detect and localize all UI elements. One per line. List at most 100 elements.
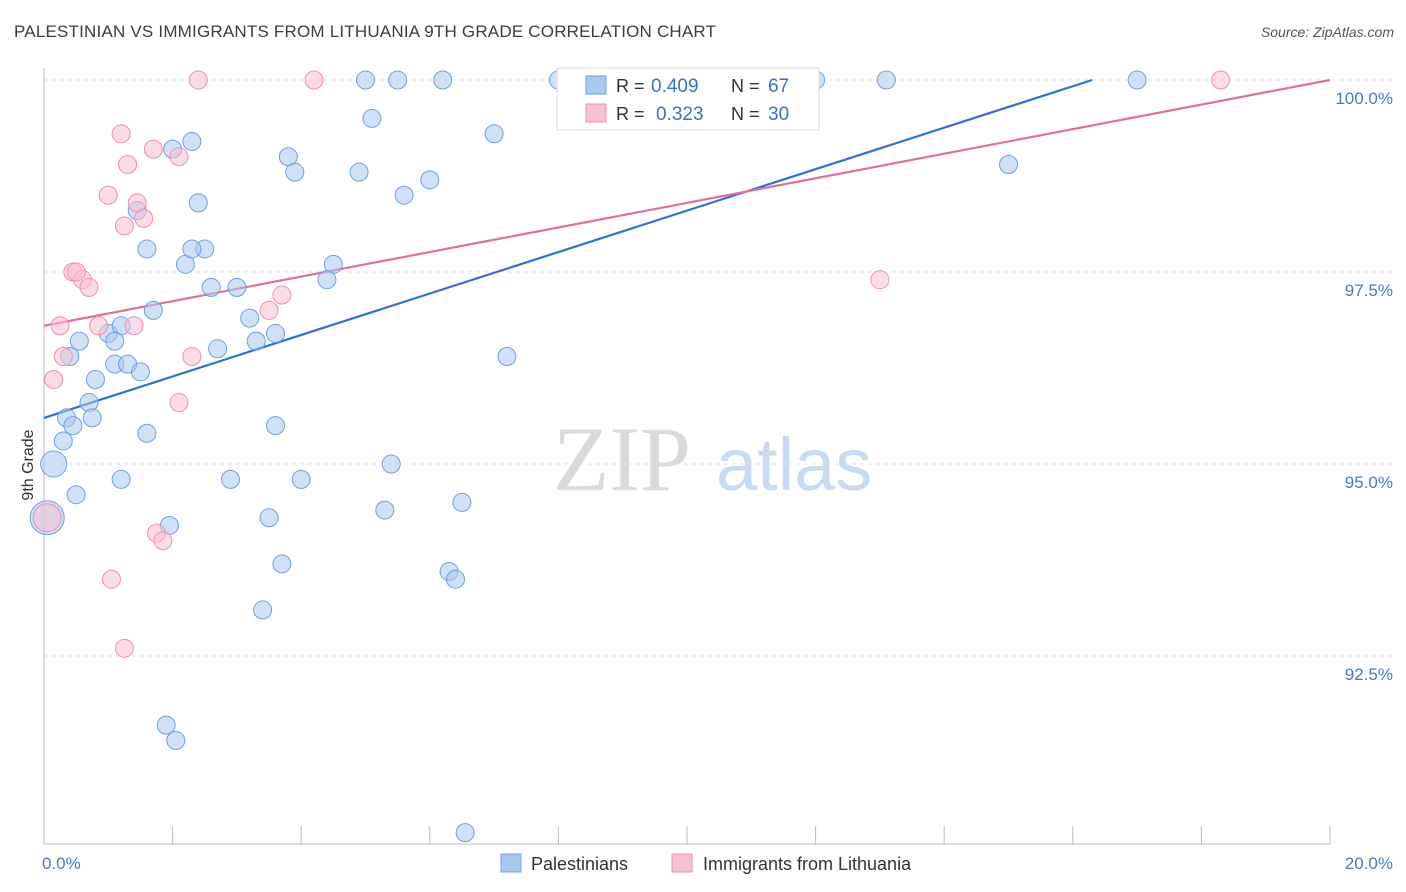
point-palestinians (356, 70, 375, 90)
point-lithuania (89, 316, 109, 336)
point-lithuania (1211, 70, 1231, 90)
x-tick-min: 0.0% (42, 854, 81, 873)
legend-r-label-1: R = (616, 76, 645, 96)
point-lithuania (111, 124, 131, 144)
bottom-legend-swatch-palestinians (500, 853, 522, 873)
point-palestinians (317, 270, 337, 290)
bottom-legend-palestinians: Palestinians (531, 854, 628, 874)
watermark-atlas: atlas (716, 423, 872, 506)
point-palestinians (66, 485, 86, 505)
point-lithuania (50, 316, 70, 336)
point-lithuania (188, 70, 208, 90)
top-legend: R = 0.409 N = 67 R = 0.323 N = 30 (556, 67, 820, 131)
point-lithuania (169, 393, 189, 413)
watermark-zip: ZIP (553, 408, 691, 510)
point-palestinians (201, 277, 221, 297)
point-palestinians (166, 730, 186, 750)
point-lithuania (870, 270, 890, 290)
point-lithuania (304, 70, 324, 90)
y-axis-label: 9th Grade (20, 429, 37, 500)
point-lithuania (118, 154, 138, 174)
point-palestinians (130, 362, 150, 382)
point-palestinians (433, 70, 453, 90)
point-lithuania (134, 208, 154, 228)
point-lithuania (182, 346, 202, 366)
legend-swatch-palestinians (585, 75, 607, 95)
point-lithuania (272, 285, 292, 305)
point-palestinians (381, 454, 401, 474)
point-palestinians (1127, 70, 1147, 90)
point-palestinians (82, 408, 102, 428)
point-lithuania (259, 300, 279, 320)
y-tick-label: 100.0% (1335, 89, 1393, 108)
point-palestinians (53, 431, 73, 451)
data-points (29, 70, 1231, 843)
legend-r-value-2: 0.323 (656, 104, 704, 125)
point-palestinians (349, 162, 369, 182)
point-palestinians (265, 323, 285, 343)
point-palestinians (259, 508, 279, 528)
point-palestinians (69, 331, 89, 351)
point-palestinians (452, 492, 472, 512)
point-palestinians (182, 131, 202, 151)
point-palestinians (253, 600, 273, 620)
point-palestinians (455, 823, 475, 843)
source-label: Source: ZipAtlas.com (1260, 24, 1394, 40)
x-tick-max: 20.0% (1345, 854, 1393, 873)
point-lithuania (79, 277, 99, 297)
point-palestinians (79, 393, 99, 413)
legend-n-value-1: 67 (768, 76, 789, 97)
point-palestinians (208, 339, 228, 359)
y-tick-label: 92.5% (1345, 665, 1393, 684)
legend-n-value-2: 30 (768, 104, 789, 125)
point-palestinians (999, 154, 1018, 174)
point-palestinians (265, 416, 285, 436)
point-lithuania (124, 316, 144, 336)
point-palestinians (285, 162, 305, 182)
point-palestinians (484, 124, 504, 144)
point-palestinians (111, 469, 131, 489)
point-palestinians (497, 346, 517, 366)
point-lithuania (32, 503, 62, 533)
point-palestinians (227, 277, 247, 297)
point-palestinians (40, 450, 68, 478)
point-palestinians (105, 331, 125, 351)
point-lithuania (153, 531, 173, 551)
legend-r-label-2: R = (616, 104, 645, 124)
point-palestinians (137, 239, 157, 259)
point-palestinians (246, 331, 266, 351)
legend-r-value-1: 0.409 (651, 76, 699, 97)
point-lithuania (66, 262, 86, 282)
point-palestinians (272, 554, 292, 574)
bottom-legend-swatch-lithuania (671, 853, 693, 873)
bottom-legend: Palestinians Immigrants from Lithuania (500, 853, 912, 874)
legend-n-label-2: N = (731, 104, 760, 124)
point-palestinians (240, 308, 260, 328)
point-palestinians (182, 239, 202, 259)
gridlines (44, 79, 1395, 657)
point-palestinians (446, 569, 466, 589)
point-palestinians (143, 300, 163, 320)
point-palestinians (188, 193, 208, 213)
point-lithuania (98, 185, 118, 205)
point-lithuania (114, 638, 134, 658)
point-palestinians (362, 108, 382, 128)
point-lithuania (102, 569, 122, 589)
point-palestinians (291, 469, 311, 489)
point-palestinians (137, 423, 157, 443)
point-lithuania (143, 139, 163, 159)
point-palestinians (876, 70, 896, 90)
point-lithuania (53, 346, 73, 366)
point-lithuania (169, 147, 189, 167)
bottom-legend-lithuania: Immigrants from Lithuania (703, 854, 912, 874)
point-palestinians (156, 715, 176, 735)
chart-title: PALESTINIAN VS IMMIGRANTS FROM LITHUANIA… (14, 22, 717, 41)
legend-n-label-1: N = (731, 76, 760, 96)
trend-line-lithuania (43, 78, 1331, 327)
point-palestinians (85, 370, 105, 390)
trend-line-palestinians (43, 78, 1093, 419)
point-lithuania (114, 216, 134, 236)
point-palestinians (420, 170, 440, 190)
point-palestinians (220, 469, 240, 489)
